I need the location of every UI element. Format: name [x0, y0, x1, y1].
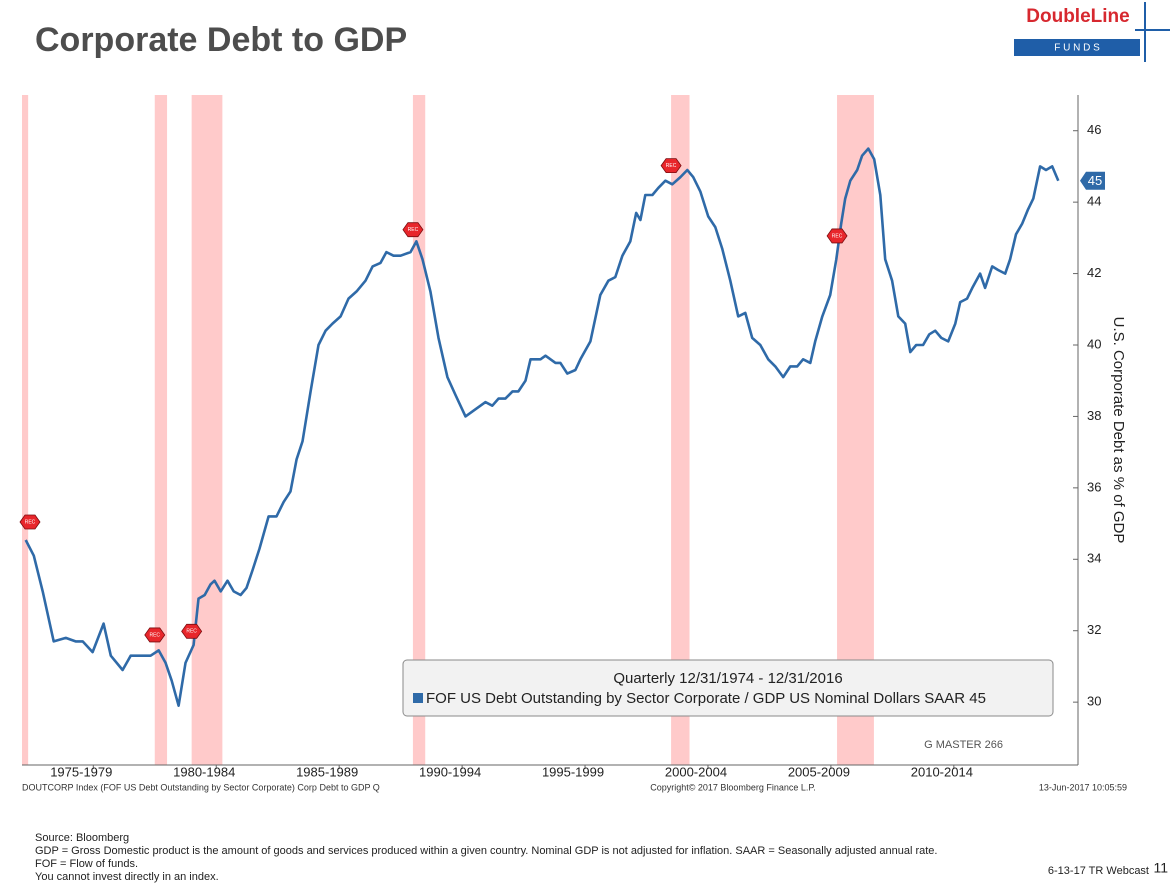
recession-marker: REC: [181, 623, 203, 639]
footnote: GDP = Gross Domestic product is the amou…: [35, 845, 937, 857]
watermark: G MASTER 266: [924, 739, 1003, 751]
copyright: Copyright© 2017 Bloomberg Finance L.P.: [650, 782, 816, 792]
x-tick-label: 1985-1989: [296, 764, 358, 779]
slide-title: Corporate Debt to GDP: [35, 21, 407, 59]
marker-shape: [660, 158, 682, 174]
marker-shape: [826, 228, 848, 244]
x-tick-label: 1980-1984: [173, 764, 235, 779]
x-tick-label: 1975-1979: [50, 764, 112, 779]
x-tick-label: 1995-1999: [542, 764, 604, 779]
recession-band: [191, 95, 223, 765]
marker-label: REC: [408, 227, 419, 233]
x-tick-label: 2000-2004: [665, 764, 727, 779]
page-number: 11: [1153, 860, 1168, 876]
recession-marker: REC: [402, 222, 424, 238]
legend-box: [402, 659, 1054, 717]
x-tick-label: 1990-1994: [419, 764, 481, 779]
y-tick-label: 42: [1087, 265, 1101, 280]
x-tick-label: 2010-2014: [911, 764, 973, 779]
index-note: DOUTCORP Index (FOF US Debt Outstanding …: [22, 782, 380, 792]
marker-label: REC: [25, 519, 36, 525]
marker-shape: [181, 623, 203, 639]
recession-marker: REC: [660, 158, 682, 174]
logo: DoubleLine F U N D S: [1014, 2, 1170, 62]
recession-marker: REC: [826, 228, 848, 244]
logo-name: DoubleLine: [1026, 6, 1129, 27]
legend-title: Quarterly 12/31/1974 - 12/31/2016: [613, 670, 842, 687]
recession-band: [22, 95, 29, 765]
y-tick-label: 36: [1087, 479, 1101, 494]
marker-label: REC: [149, 632, 160, 638]
footnote: FOF = Flow of funds.: [35, 858, 138, 870]
legend: Quarterly 12/31/1974 - 12/31/2016 FOF US…: [402, 659, 1054, 717]
data-line: [24, 147, 1060, 707]
logo-sub: F U N D S: [1054, 43, 1100, 54]
marker-shape: [19, 514, 41, 530]
y-tick-label: 38: [1087, 408, 1101, 423]
recession-marker: REC: [144, 627, 166, 643]
marker-label: REC: [186, 629, 197, 635]
marker-label: REC: [666, 163, 677, 169]
footer-event: 6-13-17 TR Webcast: [1048, 865, 1149, 877]
y-tick-label: 30: [1087, 694, 1101, 709]
y-tick-label: 32: [1087, 622, 1101, 637]
last-value-label: 45: [1088, 173, 1102, 188]
legend-entry: FOF US Debt Outstanding by Sector Corpor…: [426, 690, 986, 707]
y-tick-label: 34: [1087, 551, 1101, 566]
recession-band: [154, 95, 168, 765]
y-tick-label: 46: [1087, 122, 1101, 137]
y-tick-label: 40: [1087, 336, 1101, 351]
x-tick-label: 2005-2009: [788, 764, 850, 779]
marker-shape: [144, 627, 166, 643]
timestamp: 13-Jun-2017 10:05:59: [1039, 782, 1127, 792]
footnote: Source: Bloomberg: [35, 832, 129, 844]
legend-swatch: [413, 693, 423, 703]
marker-label: REC: [832, 233, 843, 239]
recession-marker: REC: [19, 514, 41, 530]
footnote: You cannot invest directly in an index.: [35, 871, 219, 883]
marker-shape: [402, 222, 424, 238]
last-value-tag: [1080, 171, 1105, 190]
y-axis-title: U.S. Corporate Debt as % of GDP: [1110, 317, 1127, 544]
recession-band: [671, 95, 690, 765]
logo-bar: [1014, 39, 1140, 56]
y-tick-label: 44: [1087, 194, 1101, 209]
